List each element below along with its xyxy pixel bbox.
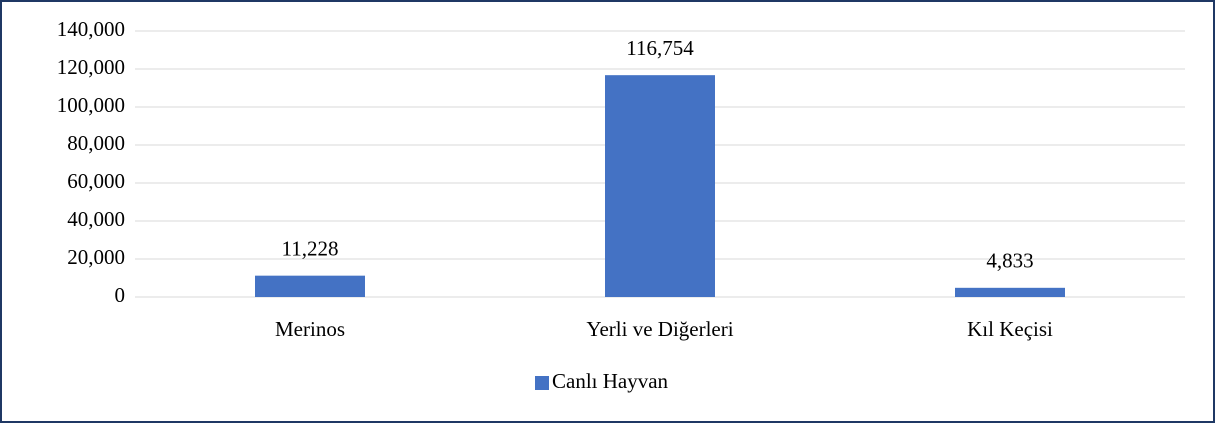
x-tick-label: Yerli ve Diğerleri <box>586 317 733 341</box>
bar <box>605 75 715 298</box>
data-label: 116,754 <box>626 36 694 60</box>
bar <box>955 287 1065 297</box>
data-label: 4,833 <box>986 249 1033 273</box>
y-tick-label: 40,000 <box>67 207 125 231</box>
y-tick-label: 60,000 <box>67 169 125 193</box>
bar <box>255 275 365 297</box>
legend-label: Canlı Hayvan <box>552 369 669 393</box>
y-tick-label: 140,000 <box>57 17 125 41</box>
y-tick-label: 120,000 <box>57 55 125 79</box>
data-label: 11,228 <box>282 236 339 260</box>
x-tick-label: Merinos <box>275 317 345 341</box>
y-tick-label: 80,000 <box>67 131 125 155</box>
legend-swatch <box>535 376 549 390</box>
x-tick-label: Kıl Keçisi <box>967 317 1053 341</box>
y-tick-label: 100,000 <box>57 93 125 117</box>
y-tick-label: 20,000 <box>67 245 125 269</box>
y-tick-label: 0 <box>115 283 126 307</box>
